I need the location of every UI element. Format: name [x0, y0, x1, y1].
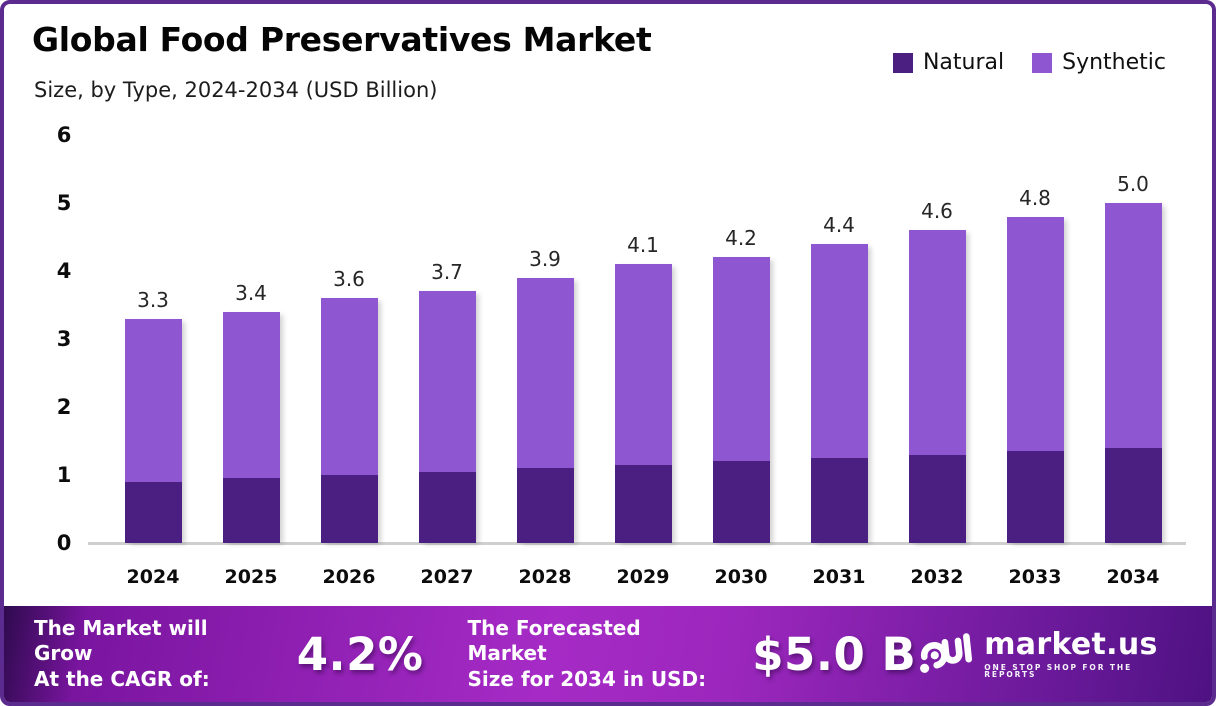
bar-segment-synthetic — [810, 243, 868, 458]
bar-segment-natural — [124, 481, 182, 543]
bar-segment-synthetic — [418, 291, 476, 472]
page-title: Global Food Preservatives Market — [32, 20, 652, 59]
y-tick-label: 1 — [56, 463, 72, 487]
bar-column: 3.4 — [202, 281, 300, 543]
x-axis-labels: 2024 2025 2026 2027 2028 2029 2030 2031 2032 2033… — [104, 566, 1182, 588]
bar-total-label: 3.6 — [333, 267, 365, 292]
y-tick-label: 3 — [56, 327, 72, 351]
x-tick-label: 2024 — [126, 566, 180, 588]
brand-name: market.us — [984, 626, 1158, 662]
bar-segment-natural — [222, 478, 280, 543]
bar-stack — [124, 318, 182, 543]
bar-column: 4.1 — [594, 233, 692, 543]
bar-total-label: 4.1 — [627, 233, 659, 258]
x-tick-label: 2032 — [910, 566, 964, 588]
bar-column: 4.8 — [986, 186, 1084, 543]
market-us-logo-icon — [916, 629, 974, 679]
bar-column: 4.6 — [888, 199, 986, 543]
legend-swatch-icon — [892, 52, 913, 73]
bar-column: 4.4 — [790, 213, 888, 543]
y-tick-label: 4 — [56, 259, 72, 283]
bar-segment-synthetic — [1006, 216, 1064, 452]
bar-stack — [1104, 203, 1162, 543]
bar-segment-natural — [810, 458, 868, 543]
bar-total-label: 3.3 — [137, 287, 169, 312]
market-us-brand: market.us ONE STOP SHOP FOR THE REPORTS — [916, 629, 1186, 679]
bar-total-label: 4.6 — [921, 199, 953, 224]
bar-total-label: 3.7 — [431, 260, 463, 285]
page-subtitle: Size, by Type, 2024-2034 (USD Billion) — [34, 78, 438, 102]
bar-total-label: 4.2 — [725, 226, 757, 251]
brand-tagline: ONE STOP SHOP FOR THE REPORTS — [984, 662, 1133, 679]
bar-segment-natural — [712, 461, 770, 543]
y-tick-label: 0 — [56, 531, 72, 555]
legend-label: Natural — [922, 50, 1005, 75]
bar-segment-natural — [418, 471, 476, 543]
cagr-label: The Market will Grow At the CAGR of: — [34, 615, 210, 691]
legend-item-natural: Natural — [892, 50, 1005, 75]
x-tick-label: 2030 — [714, 566, 768, 588]
bar-stack — [712, 257, 770, 543]
bar-segment-synthetic — [908, 230, 966, 455]
bar-column: 5.0 — [1084, 172, 1182, 543]
bar-column: 3.9 — [496, 247, 594, 543]
x-tick-label: 2028 — [518, 566, 572, 588]
x-tick-label: 2027 — [420, 566, 474, 588]
y-tick-label: 2 — [56, 395, 72, 419]
bar-segment-natural — [516, 468, 574, 543]
bar-total-label: 3.4 — [235, 280, 267, 305]
legend: Natural Synthetic — [892, 50, 1166, 75]
x-tick-label: 2026 — [322, 566, 376, 588]
bar-segment-synthetic — [516, 277, 574, 469]
bar-segment-natural — [1006, 451, 1064, 543]
bar-column: 3.3 — [104, 288, 202, 543]
bars: 3.3 3.4 3.6 3.7 3.9 4.1 4.2 4.4 4.6 4.8 5.0 — [104, 4, 1182, 543]
legend-label: Synthetic — [1062, 50, 1166, 75]
bar-segment-synthetic — [614, 264, 672, 465]
bar-segment-natural — [908, 454, 966, 543]
forecast-label: The Forecasted Market Size for 2034 in U… — [467, 615, 707, 691]
bar-stack — [418, 291, 476, 543]
stacked-bar-chart: 0 1 2 3 4 5 6 3.3 3.4 3.6 3.7 3.9 4.1 4.2 4.4 4.6 4.8 5.… — [4, 4, 1212, 614]
x-tick-label: 2033 — [1008, 566, 1062, 588]
bar-total-label: 4.4 — [823, 212, 855, 237]
bar-column: 3.6 — [300, 267, 398, 543]
y-tick-label: 6 — [56, 123, 72, 147]
x-tick-label: 2031 — [812, 566, 866, 588]
bar-stack — [908, 230, 966, 543]
bar-segment-synthetic — [222, 311, 280, 479]
bar-segment-natural — [1104, 447, 1162, 543]
legend-swatch-icon — [1032, 52, 1053, 73]
forecast-value: $5.0 B — [752, 627, 917, 681]
x-tick-label: 2025 — [224, 566, 278, 588]
x-tick-label: 2034 — [1106, 566, 1160, 588]
bar-stack — [516, 277, 574, 543]
x-tick-label: 2029 — [616, 566, 670, 588]
bar-stack — [810, 243, 868, 543]
bar-segment-synthetic — [124, 318, 182, 482]
bar-column: 4.2 — [692, 226, 790, 543]
bar-total-label: 4.8 — [1019, 185, 1051, 210]
legend-item-synthetic: Synthetic — [1032, 50, 1166, 75]
bar-total-label: 5.0 — [1117, 172, 1149, 197]
bar-stack — [222, 311, 280, 543]
bar-column: 3.7 — [398, 260, 496, 543]
bar-segment-synthetic — [320, 298, 378, 475]
bar-stack — [320, 298, 378, 543]
bar-stack — [1006, 216, 1064, 543]
bar-segment-synthetic — [712, 257, 770, 462]
footer-banner: The Market will Grow At the CAGR of: 4.2… — [4, 606, 1212, 702]
y-tick-label: 5 — [56, 191, 72, 215]
cagr-value: 4.2% — [296, 627, 424, 681]
bar-total-label: 3.9 — [529, 246, 561, 271]
bar-stack — [614, 264, 672, 543]
bar-segment-natural — [320, 475, 378, 543]
x-axis-line — [88, 542, 1186, 545]
bar-segment-natural — [614, 464, 672, 543]
bar-segment-synthetic — [1104, 203, 1162, 448]
